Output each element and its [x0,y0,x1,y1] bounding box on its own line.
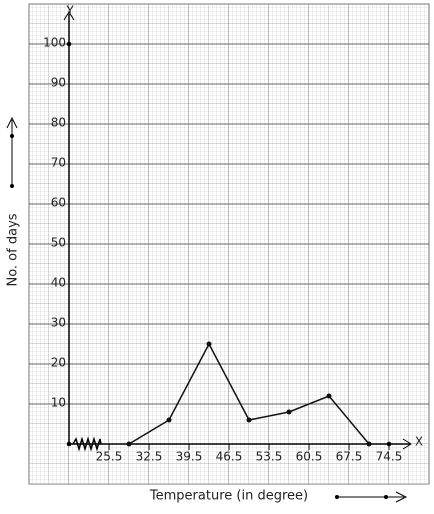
arrow-dot [10,134,14,138]
point [366,441,372,447]
x-tick-label: 32.5 [136,450,163,464]
point [326,393,332,399]
point [166,417,172,423]
point [246,417,252,423]
y-arrow [63,11,75,21]
point [206,341,212,347]
x-tick-label: 46.5 [216,450,243,464]
point [126,441,132,447]
x-label-arrow [336,491,408,503]
origin-dot [66,441,72,447]
arrow-dot [10,184,14,188]
y-tick-label: 20 [51,356,66,370]
y-tick-label: 10 [51,396,66,410]
y-label-arrow [6,116,18,186]
y-tick-label: 90 [51,76,66,90]
y-tick-label: 50 [51,236,66,250]
x-tick-label: 25.5 [96,450,123,464]
y-tick-label: 40 [51,276,66,290]
y-tick-label: 70 [51,156,66,170]
x-tick-label: 60.5 [296,450,323,464]
x-tick-label: 53.5 [256,450,283,464]
x-tick-label: 74.5 [376,450,403,464]
point [286,409,292,415]
y-axis-name: Y [65,4,74,18]
x-arrow [402,438,412,450]
arrow-dot [384,495,388,499]
y-tick-label: 60 [51,196,66,210]
x-tick-label: 39.5 [176,450,203,464]
x-axis-name: X [415,435,423,449]
y-axis-label: No. of days [6,213,21,286]
y-tick-label: 100 [43,36,66,50]
y-tick-label: 80 [51,116,66,130]
axis-dot [66,41,72,47]
x-axis-label: Temperature (in degree) [149,489,308,504]
grid [29,43,429,405]
axis-break [72,436,102,452]
x-tick-label: 67.5 [336,450,363,464]
arrow-dot [335,495,339,499]
y-tick-label: 30 [51,316,66,330]
